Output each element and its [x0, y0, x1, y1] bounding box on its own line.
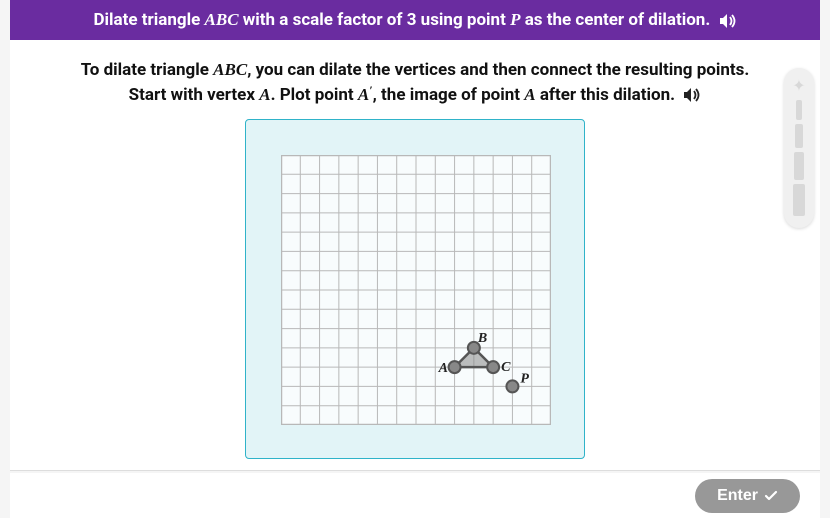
header-text-3: as the center of dilation. [520, 10, 710, 30]
header-text-1: Dilate triangle [94, 10, 205, 30]
instr-prime: ′ [369, 83, 372, 97]
instr-t3: . Plot point [271, 85, 358, 105]
enter-button[interactable]: Enter [695, 479, 800, 513]
instr-i2: A [259, 85, 270, 104]
header-text-2: with a scale factor of 3 using point [239, 10, 511, 30]
instr-t1: To dilate triangle [81, 60, 213, 80]
size-wedge-4[interactable] [793, 184, 805, 216]
audio-icon[interactable] [683, 87, 701, 103]
grid[interactable]: A BCP [281, 155, 551, 425]
audio-icon[interactable] [719, 13, 737, 29]
svg-text:P: P [520, 372, 529, 387]
svg-text:B: B [477, 331, 487, 346]
enter-label: Enter [717, 487, 758, 505]
instr-t5: after this dilation. [536, 85, 676, 105]
magic-wand-icon[interactable]: ✦ [792, 78, 805, 94]
footer-bar: Enter [10, 473, 820, 518]
size-wedge-3[interactable] [794, 152, 804, 180]
instr-t4: , the image of point [373, 85, 525, 105]
svg-text:C: C [501, 360, 511, 375]
plot-area[interactable]: A BCP [245, 119, 585, 459]
instr-i3: A [358, 85, 369, 104]
svg-text:A: A [438, 361, 448, 376]
instruction-text: To dilate triangle ABC, you can dilate t… [50, 58, 780, 107]
header-point: P [510, 10, 520, 29]
content-area: To dilate triangle ABC, you can dilate t… [10, 40, 820, 471]
tool-panel: ✦ [784, 68, 814, 228]
instr-i1: ABC [213, 60, 247, 79]
size-wedge-1[interactable] [796, 100, 802, 120]
header-triangle: ABC [205, 10, 239, 29]
question-header: Dilate triangle ABC with a scale factor … [10, 0, 820, 40]
check-icon [764, 489, 778, 503]
instr-i4: A [524, 85, 535, 104]
size-wedge-2[interactable] [795, 124, 803, 148]
